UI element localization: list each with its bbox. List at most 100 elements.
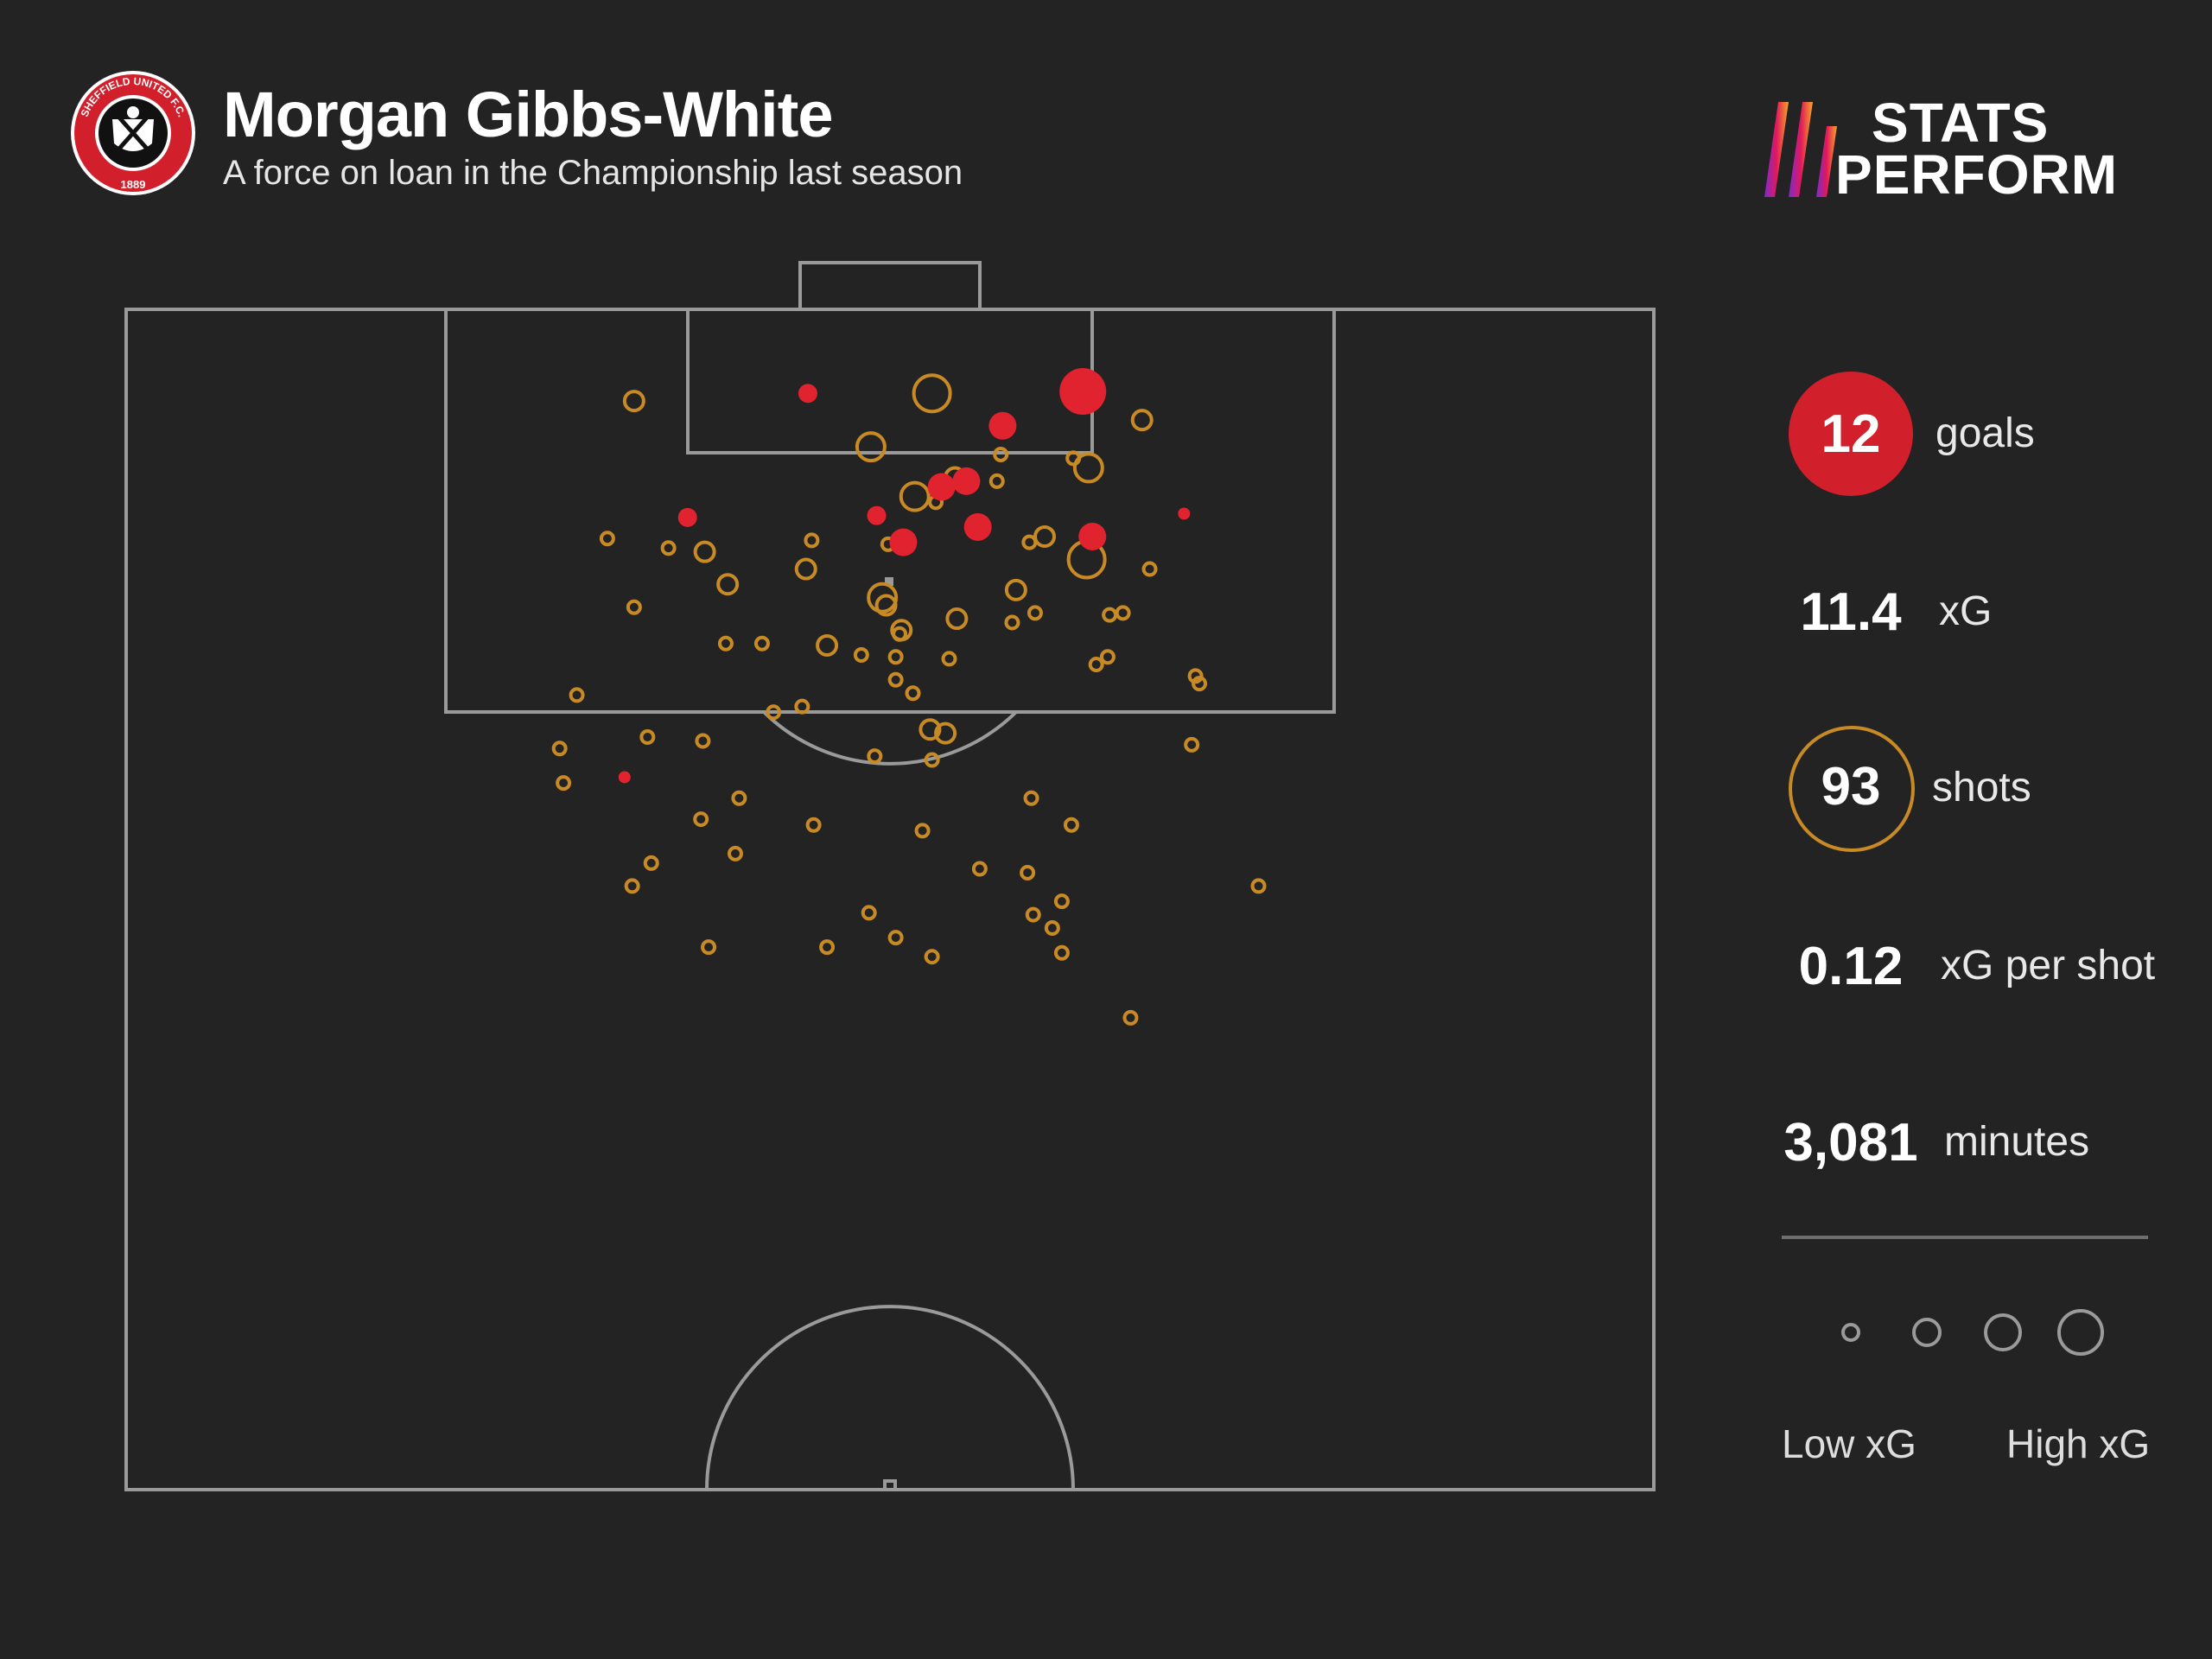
goal-marker bbox=[889, 528, 918, 556]
shot-marker bbox=[816, 633, 839, 657]
shot-marker bbox=[1072, 452, 1104, 484]
legend-high-label: High xG bbox=[2006, 1421, 2151, 1466]
shot-marker bbox=[899, 480, 931, 512]
shot-marker bbox=[918, 718, 942, 741]
stats-perform-logo-icon bbox=[1764, 102, 1837, 197]
brand-line-1: STATS bbox=[1872, 92, 2050, 154]
shot-marker bbox=[1122, 1009, 1139, 1026]
goal-marker bbox=[1078, 522, 1107, 550]
shot-marker bbox=[1027, 605, 1043, 621]
shot-marker bbox=[599, 531, 615, 547]
shot-marker bbox=[1088, 657, 1104, 673]
goal-marker bbox=[1178, 507, 1191, 520]
shot-marker bbox=[804, 532, 820, 549]
shot-marker bbox=[1053, 944, 1070, 961]
legend-size-circle bbox=[1841, 1323, 1860, 1342]
shot-marker bbox=[934, 721, 957, 745]
xg-label: xG bbox=[1939, 588, 1993, 634]
xg-size-legend bbox=[1841, 1309, 2104, 1356]
goals-label: goals bbox=[1936, 410, 2035, 456]
shot-marker bbox=[941, 651, 957, 667]
goals-layer bbox=[618, 368, 1191, 784]
xg-per-shot-label: xG per shot bbox=[1941, 943, 2156, 988]
shot-marker bbox=[1023, 790, 1039, 806]
legend-size-circle bbox=[1912, 1318, 1942, 1347]
shot-marker bbox=[660, 540, 677, 556]
shot-marker bbox=[701, 939, 717, 956]
shot-marker bbox=[914, 823, 931, 839]
shot-marker bbox=[887, 671, 904, 688]
shots-value: 93 bbox=[1821, 757, 1881, 817]
club-crest-logo: 1889 SHEFFIELD UNITED F.C. bbox=[71, 71, 195, 195]
penalty-spot bbox=[885, 577, 893, 586]
shot-marker bbox=[643, 855, 659, 871]
shot-marker bbox=[753, 635, 770, 652]
shot-marker bbox=[912, 373, 952, 414]
shot-marker bbox=[1020, 864, 1036, 880]
shot-marker bbox=[766, 704, 782, 721]
goal-marker bbox=[952, 467, 981, 495]
shot-marker bbox=[993, 446, 1009, 462]
shot-marker bbox=[1184, 736, 1200, 753]
goal-marker bbox=[988, 411, 1017, 440]
crest-year: 1889 bbox=[121, 178, 146, 191]
shots-badge bbox=[1789, 726, 1915, 852]
shot-marker bbox=[717, 635, 734, 652]
centre-circle bbox=[705, 1305, 1075, 1491]
pitch-outline bbox=[124, 308, 1656, 1491]
legend-size-circle bbox=[2057, 1309, 2104, 1356]
shot-marker bbox=[1192, 676, 1208, 692]
shot-marker bbox=[1044, 920, 1060, 937]
shot-marker bbox=[805, 817, 822, 833]
pitch-markings bbox=[124, 261, 1656, 1491]
stats-perform-wordmark: STATS PERFORM bbox=[1835, 92, 2118, 202]
goal-marker bbox=[798, 384, 817, 404]
shot-marker bbox=[624, 878, 640, 894]
shot-marker bbox=[693, 540, 716, 563]
centre-spot bbox=[883, 1479, 897, 1491]
shot-marker bbox=[626, 599, 642, 615]
shot-marker bbox=[551, 741, 568, 757]
shot-marker bbox=[867, 582, 899, 613]
shot-marker bbox=[1102, 607, 1118, 623]
shot-marker bbox=[867, 748, 883, 765]
shot-marker bbox=[569, 687, 585, 703]
goal-marker bbox=[963, 512, 992, 541]
goal-marker bbox=[1059, 368, 1107, 416]
shot-marker bbox=[1187, 668, 1204, 684]
shot-marker bbox=[1063, 817, 1079, 833]
stats-divider bbox=[1782, 1236, 2148, 1239]
penalty-arc bbox=[762, 710, 1018, 766]
xg-per-shot-value: 0.12 bbox=[1798, 937, 1904, 996]
goal-frame bbox=[798, 261, 982, 311]
shot-marker bbox=[861, 905, 877, 921]
minutes-value: 3,081 bbox=[1783, 1113, 1918, 1173]
shot-marker bbox=[1053, 893, 1070, 910]
goal-marker bbox=[867, 505, 887, 525]
goal-marker bbox=[927, 473, 956, 501]
xg-value: 11.4 bbox=[1800, 582, 1902, 642]
six-yard-box bbox=[686, 308, 1094, 454]
shot-marker bbox=[622, 390, 645, 413]
shot-marker bbox=[887, 649, 904, 665]
penalty-area bbox=[444, 308, 1336, 714]
shot-marker bbox=[924, 949, 940, 965]
shot-marker bbox=[1099, 649, 1116, 665]
shot-marker bbox=[1130, 409, 1154, 432]
goals-badge bbox=[1789, 372, 1913, 496]
shot-marker bbox=[731, 790, 747, 806]
shot-marker bbox=[874, 594, 898, 617]
legend-low-label: Low xG bbox=[1782, 1421, 1916, 1466]
shot-marker bbox=[727, 845, 743, 861]
legend-size-circle bbox=[1984, 1313, 2022, 1351]
shot-marker bbox=[794, 698, 810, 715]
shot-marker bbox=[556, 775, 572, 791]
shot-marker bbox=[971, 861, 988, 877]
shots-layer bbox=[551, 373, 1267, 1026]
shot-marker bbox=[988, 473, 1005, 489]
page-subtitle: A force on loan in the Championship last… bbox=[223, 154, 963, 192]
shot-marker bbox=[1025, 906, 1041, 923]
shot-marker bbox=[1004, 578, 1027, 601]
shot-marker bbox=[695, 733, 711, 749]
shots-label: shots bbox=[1932, 765, 2031, 810]
